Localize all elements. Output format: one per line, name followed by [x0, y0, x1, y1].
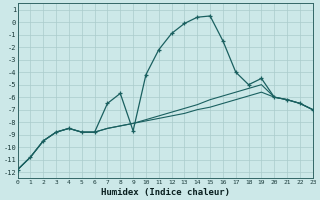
X-axis label: Humidex (Indice chaleur): Humidex (Indice chaleur): [101, 188, 230, 197]
